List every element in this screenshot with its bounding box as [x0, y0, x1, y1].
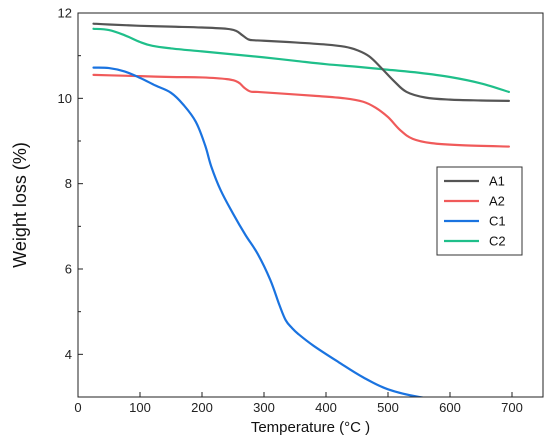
series-line-c2	[92, 27, 510, 94]
axes: 0 100 200 300 400 500 600 700 4 6 8 10 12	[58, 6, 544, 415]
x-tick-label: 0	[74, 400, 81, 415]
y-tick-label: 6	[65, 262, 72, 277]
x-axis-title: Temperature (°C )	[251, 419, 370, 436]
x-tick-label: 700	[501, 400, 523, 415]
series-line-c1	[92, 66, 427, 397]
y-tick-label: 4	[65, 347, 72, 362]
y-tick-label: 10	[58, 91, 72, 106]
x-tick-label: 500	[377, 400, 399, 415]
series-line-a2	[92, 73, 510, 148]
y-tick-label: 12	[58, 6, 72, 21]
legend: A1 A2 C1 C2	[436, 166, 523, 256]
x-tick-label: 300	[253, 400, 275, 415]
x-tick-label: 400	[315, 400, 337, 415]
axis-labels: Temperature (°C ) Weight loss (%)	[10, 142, 370, 436]
plot-frame	[77, 12, 544, 398]
legend-label-c2: C2	[489, 234, 506, 249]
series-line-a1	[92, 22, 510, 102]
x-tick-label: 200	[191, 400, 213, 415]
legend-label-c1: C1	[489, 214, 506, 229]
legend-label-a2: A2	[489, 194, 505, 209]
plot-area	[92, 22, 510, 397]
legend-label-a1: A1	[489, 174, 505, 189]
y-axis-title: Weight loss (%)	[10, 142, 30, 268]
y-tick-label: 8	[65, 176, 72, 191]
x-tick-label: 100	[129, 400, 151, 415]
x-tick-label: 600	[439, 400, 461, 415]
